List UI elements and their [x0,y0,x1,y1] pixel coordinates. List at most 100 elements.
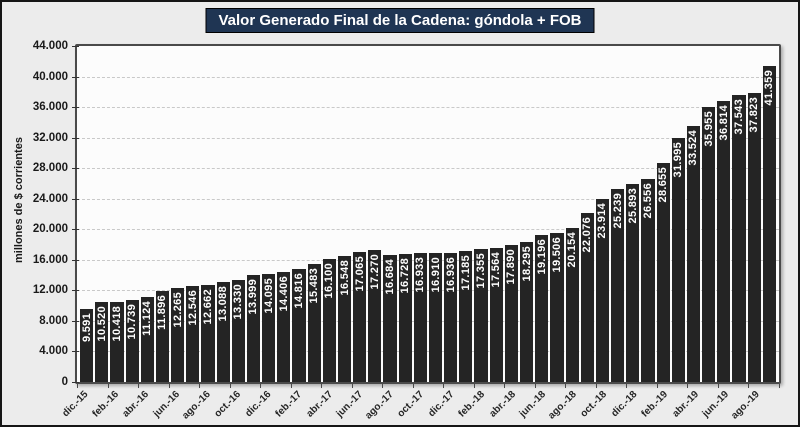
x-tick [321,384,323,388]
x-tick-label: jun.-17 [334,389,366,420]
x-tick-label: ago.-18 [546,389,579,422]
bar-value-label: 37.543 [732,99,745,135]
bar: 28.655 [656,163,670,382]
bar-value-label: 16.684 [384,258,397,295]
y-tick [72,259,79,261]
bar-value-label: 31.995 [672,141,685,178]
x-tick-label: dic.-18 [609,389,640,420]
bar: 25.239 [611,189,625,382]
bar: 16.100 [322,259,336,382]
bar-value-label: 28.655 [657,167,670,203]
y-tick-label: 40.000 [32,70,68,83]
bar-value-label: 13.330 [232,284,245,320]
bar-value-label: 16.933 [414,256,427,293]
bar-value-label: 17.355 [475,253,488,289]
x-tick [443,384,445,388]
x-tick [168,384,170,388]
x-tick [534,384,536,388]
bar: 16.910 [428,252,443,382]
x-tick-label: abr.-18 [487,389,518,420]
bar-value-label: 16.936 [444,256,457,293]
bar: 14.095 [262,274,276,382]
x-tick-label: ago.-19 [729,389,762,422]
bar: 41.359 [762,66,776,382]
y-tick-label: 36.000 [32,101,68,114]
bar-value-label: 23.914 [596,203,609,239]
bar: 33.524 [686,126,701,382]
bar: 10.520 [95,301,109,382]
bar-value-label: 25.239 [611,193,624,229]
x-tick [473,384,475,388]
bar: 11.896 [155,291,170,382]
bar-value-label: 26.556 [641,183,654,219]
bar: 19.506 [550,233,564,382]
bar-value-label: 17.065 [353,255,366,292]
bar-value-label: 10.739 [126,304,139,340]
x-tick-label: dic.-15 [60,389,91,420]
x-tick-label: feb.-18 [456,389,488,420]
x-tick-label: jun.-19 [700,389,732,420]
x-tick-label: ago.-17 [363,389,396,422]
bar: 25.893 [626,184,640,382]
bar-value-label: 17.270 [368,254,381,290]
bar-value-label: 11.896 [156,295,169,331]
bar-value-label: 41.359 [763,70,776,106]
x-tick-label: oct.-17 [395,389,427,420]
y-tick [72,137,79,139]
bar-value-label: 14.406 [277,276,290,312]
x-tick [77,384,78,388]
bar-value-label: 12.265 [171,292,184,328]
y-axis-title: millones de $ corrientes [13,137,25,263]
y-tick-label: 4.000 [39,345,68,358]
y-tick-label: 28.000 [32,162,68,175]
y-tick-label: 8.000 [39,314,68,327]
bar-value-label: 12.662 [201,289,214,325]
bar: 10.739 [125,300,139,382]
bars-container: 9.591 10.520 10.418 10.739 11.124 11.896 12.26… [77,46,779,382]
y-tick-label: 20.000 [32,223,68,236]
bar: 26.556 [641,179,655,382]
x-tick [199,384,201,388]
bar: 16.548 [337,255,352,382]
bar-value-label: 12.546 [186,290,199,326]
gridline [77,229,779,231]
bar-value-label: 20.154 [566,232,579,268]
bar-value-label: 10.418 [110,306,123,342]
bar: 16.936 [444,252,458,382]
bar-value-label: 16.728 [399,258,412,294]
bar-value-label: 16.548 [338,259,351,296]
bar-value-label: 14.816 [292,272,305,309]
bar: 13.088 [216,282,230,382]
gridline [77,76,779,78]
bar-value-label: 15.483 [308,267,321,304]
y-tick-label: 0 [61,376,68,388]
bar-value-label: 17.564 [490,251,503,288]
bar: 17.065 [353,251,367,382]
bar: 19.196 [535,235,549,382]
bar: 13.999 [246,275,261,382]
bar: 10.418 [110,302,124,382]
bar: 17.355 [474,249,488,382]
bar-value-label: 16.910 [429,256,442,293]
bar: 17.270 [368,250,382,382]
x-tick-label: oct.-16 [212,389,244,420]
y-tick-label: 12.000 [32,284,68,297]
bar: 12.546 [186,286,200,382]
bar: 11.124 [140,297,154,382]
bar-value-label: 35.955 [702,111,715,147]
y-tick [72,351,79,353]
bar: 16.684 [383,254,397,382]
gridline [77,320,779,322]
bar-value-label: 19.196 [535,239,548,275]
x-tick [351,384,353,388]
bar: 16.933 [413,252,427,382]
x-tick [260,384,262,388]
y-tick [72,46,79,47]
bar-value-label: 25.893 [626,188,639,224]
x-tick-label: jun.-16 [151,389,182,420]
bar-value-label: 18.295 [520,246,533,282]
x-tick-label: abr.-19 [670,389,701,420]
bar-value-label: 19.506 [550,237,563,273]
y-tick [72,290,79,292]
